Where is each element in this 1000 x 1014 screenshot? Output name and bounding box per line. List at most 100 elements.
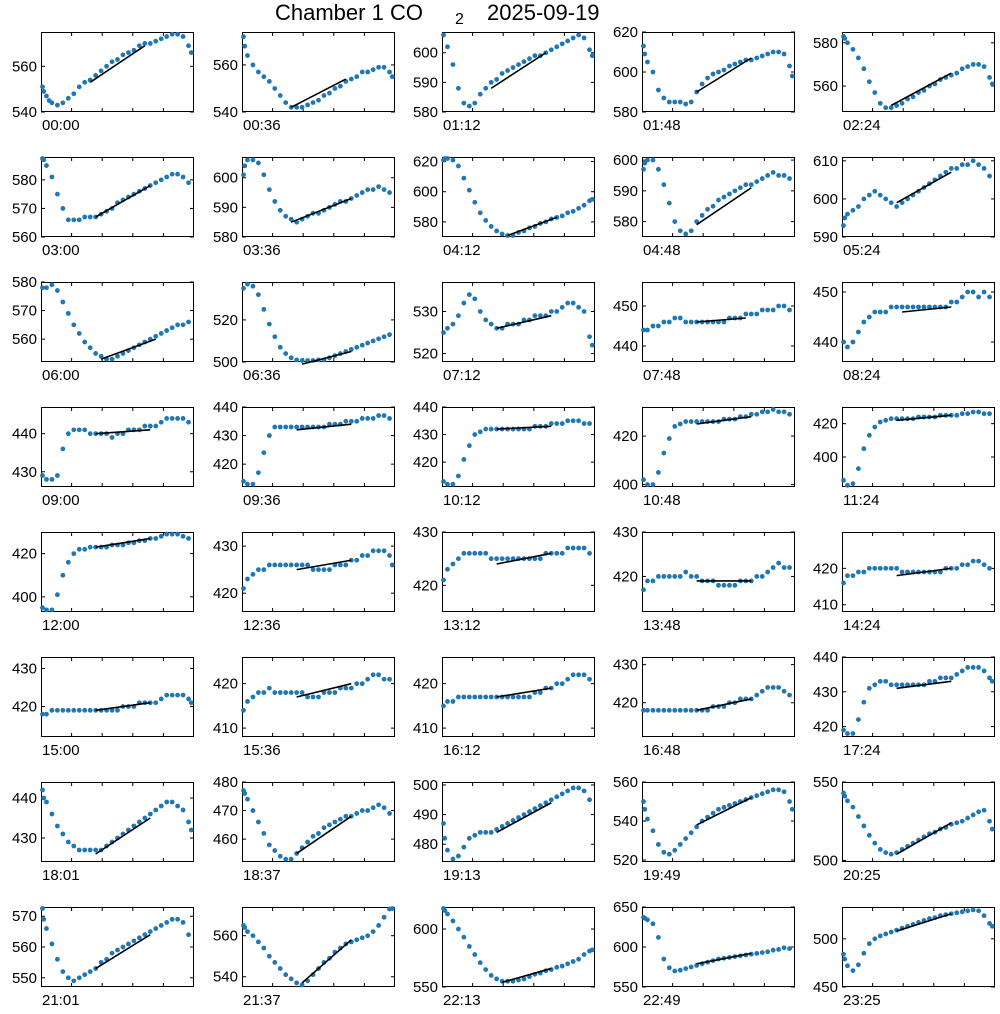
data-point: [754, 55, 760, 61]
data-point: [376, 548, 382, 554]
data-point: [576, 205, 582, 211]
data-point: [641, 477, 646, 483]
data-point: [376, 413, 382, 418]
data-point: [855, 466, 861, 472]
data-point: [266, 79, 272, 84]
axes-box: [842, 532, 995, 612]
data-point: [255, 567, 261, 573]
data-point: [483, 694, 489, 700]
data-point: [441, 479, 446, 484]
data-point: [126, 941, 131, 947]
data-point: [888, 105, 894, 111]
data-point: [776, 787, 782, 793]
fit-line: [95, 701, 151, 712]
y-tick-label: 500: [813, 852, 838, 869]
axes-box: [842, 32, 995, 112]
axes-box: [442, 907, 595, 987]
data-point: [283, 972, 289, 978]
data-point: [387, 553, 392, 558]
data-point: [883, 678, 889, 684]
data-point: [981, 411, 987, 417]
data-point: [337, 83, 343, 89]
data-point: [699, 213, 705, 218]
chart-panel: 560 570 580: [12, 156, 194, 246]
data-point: [716, 69, 721, 75]
data-point: [970, 62, 976, 67]
data-point: [387, 811, 392, 816]
data-point: [266, 685, 272, 691]
data-point: [954, 565, 960, 571]
y-tick-label: 420: [613, 695, 638, 712]
data-point: [387, 332, 392, 338]
fit-line: [902, 306, 952, 313]
data-point: [787, 692, 792, 698]
data-point: [587, 550, 592, 556]
data-point: [169, 171, 175, 177]
data-point: [387, 416, 392, 421]
data-point: [976, 62, 982, 67]
data-point: [158, 177, 164, 183]
data-point: [645, 707, 650, 713]
data-point: [370, 548, 376, 554]
data-point: [288, 856, 294, 862]
data-point: [441, 330, 446, 335]
data-point: [461, 100, 467, 106]
data-point: [641, 799, 646, 804]
data-point: [883, 931, 889, 937]
data-point: [472, 952, 478, 957]
data-point: [354, 344, 360, 350]
data-point: [472, 100, 478, 106]
data-point: [510, 818, 516, 823]
data-point: [310, 100, 316, 105]
data-point: [370, 805, 376, 811]
data-point: [450, 62, 456, 67]
data-point: [959, 562, 965, 568]
data-point: [781, 51, 787, 57]
axes-box: [842, 782, 995, 862]
axes-box: [642, 657, 795, 737]
y-tick-label: 440: [613, 338, 638, 355]
data-point: [855, 814, 861, 819]
fit-line: [696, 698, 752, 712]
data-point: [565, 210, 571, 216]
chart-panel: 580 590 600: [613, 152, 795, 237]
data-point: [147, 700, 153, 706]
y-tick-label: 580: [413, 104, 438, 121]
data-point: [169, 416, 175, 421]
data-point: [570, 672, 576, 678]
y-tick-label: 430: [813, 684, 838, 701]
data-point: [136, 819, 142, 825]
data-point: [299, 104, 305, 110]
data-point: [883, 105, 889, 111]
data-point: [645, 482, 650, 487]
data-point: [93, 351, 99, 356]
data-point: [153, 333, 159, 339]
data-point: [641, 43, 646, 49]
data-point: [521, 59, 527, 65]
data-point: [466, 103, 472, 109]
data-point: [694, 824, 700, 830]
data-point: [494, 228, 500, 234]
data-point: [981, 807, 987, 813]
data-point: [666, 965, 672, 971]
data-point: [354, 193, 360, 198]
data-point: [115, 57, 120, 62]
data-point: [587, 797, 592, 803]
data-point: [672, 423, 678, 429]
data-point: [387, 69, 392, 75]
data-point: [765, 409, 771, 415]
data-point: [965, 289, 971, 295]
data-point: [677, 315, 683, 321]
panel-plot: 550 600 650: [613, 899, 795, 996]
data-point: [981, 668, 987, 674]
data-point: [299, 982, 305, 988]
data-point: [71, 978, 77, 984]
data-point: [450, 157, 456, 163]
y-tick-label: 580: [613, 104, 638, 121]
data-point: [175, 916, 181, 922]
data-point: [559, 963, 565, 969]
y-tick-label: 570: [12, 908, 37, 925]
axes-box: [842, 657, 995, 737]
data-point: [283, 562, 289, 568]
y-tick-label: 620: [413, 154, 438, 171]
